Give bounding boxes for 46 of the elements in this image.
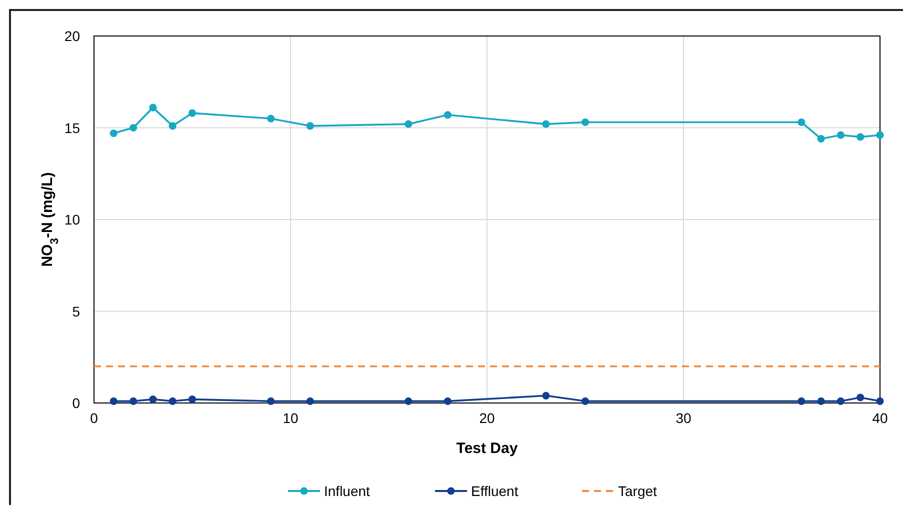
point	[110, 397, 118, 405]
point	[856, 133, 864, 141]
point	[444, 111, 452, 119]
point	[168, 122, 176, 130]
point	[817, 134, 825, 143]
legend-label: Effluent	[471, 483, 518, 499]
point	[110, 129, 118, 138]
point	[836, 131, 844, 139]
point	[130, 124, 138, 132]
point	[876, 397, 884, 405]
y-tick-label: 10	[64, 212, 80, 228]
point	[149, 104, 157, 112]
point	[798, 397, 806, 405]
x-tick-label: 20	[479, 410, 495, 426]
point	[267, 397, 275, 405]
point	[581, 118, 590, 126]
y-tick-label: 0	[72, 395, 80, 411]
x-axis-title: Test Day	[456, 440, 518, 457]
y-tick-label: 15	[64, 120, 80, 136]
point	[798, 118, 806, 126]
x-tick-label: 10	[282, 410, 298, 426]
point	[130, 397, 138, 405]
point	[404, 397, 412, 405]
point	[149, 396, 157, 404]
x-tick-label: 30	[676, 410, 692, 426]
point	[267, 114, 275, 122]
legend-label: Target	[618, 483, 658, 499]
x-tick-label: 40	[872, 410, 888, 426]
point	[306, 397, 314, 405]
point	[876, 131, 884, 139]
legend-label: Influent	[324, 483, 370, 499]
point	[306, 122, 314, 130]
y-tick-label: 20	[64, 28, 80, 44]
point	[856, 394, 864, 402]
point	[188, 396, 196, 404]
point	[542, 120, 550, 128]
point	[542, 392, 550, 400]
point	[581, 397, 590, 405]
point	[444, 397, 452, 405]
point	[404, 120, 412, 128]
x-tick-label: 0	[90, 410, 98, 426]
point	[836, 397, 844, 405]
point	[168, 397, 176, 405]
y-tick-label: 5	[72, 303, 80, 320]
point	[817, 397, 825, 405]
point	[188, 109, 196, 117]
